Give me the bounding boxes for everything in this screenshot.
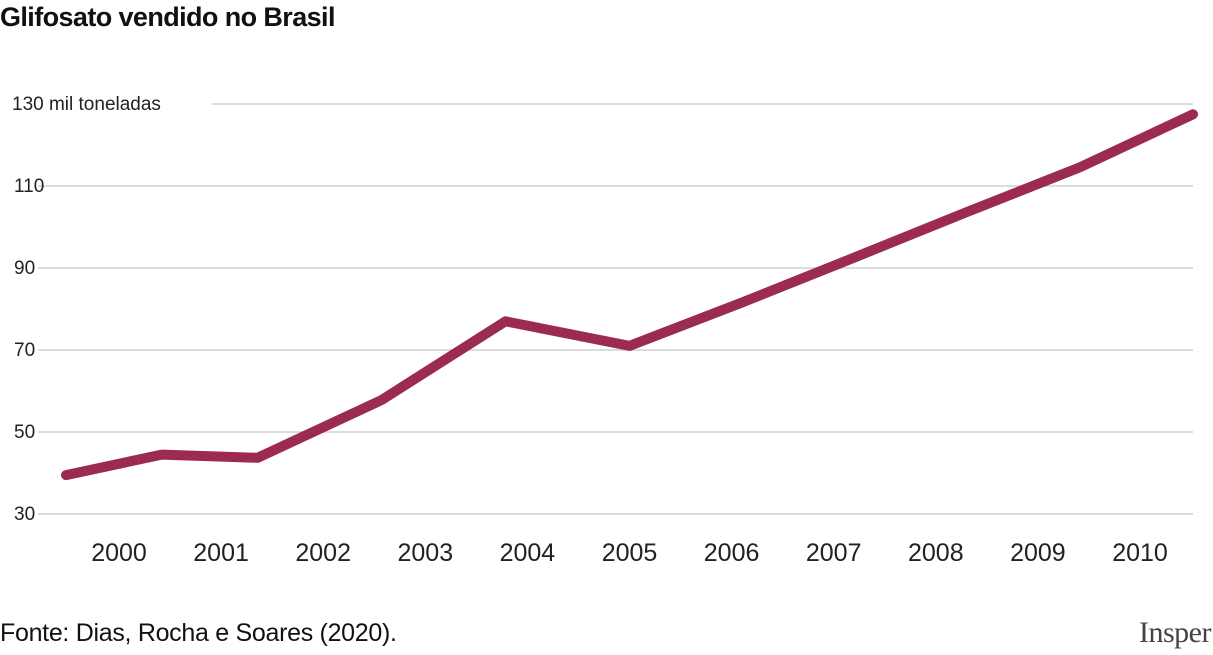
y-tick-label: 50: [14, 422, 35, 443]
x-tick-label: 2003: [397, 539, 453, 567]
x-tick-label: 2001: [193, 539, 249, 567]
y-tick-label: 130 mil toneladas: [12, 94, 161, 115]
x-tick-label: 2008: [908, 539, 964, 567]
x-tick-label: 2009: [1010, 539, 1066, 567]
y-tick-label: 30: [14, 504, 35, 525]
x-tick-label: 2007: [806, 539, 862, 567]
x-tick-label: 2000: [91, 539, 147, 567]
source-note: Fonte: Dias, Rocha e Soares (2020).: [0, 619, 397, 647]
x-tick-label: 2002: [295, 539, 351, 567]
insper-logo: Insper: [1139, 616, 1211, 649]
x-tick-label: 2010: [1112, 539, 1168, 567]
y-axis-ticks: 30 50 70 90 110 130 mil toneladas: [12, 94, 161, 525]
chart-title: Glifosato vendido no Brasil: [0, 2, 335, 32]
y-tick-label: 90: [14, 258, 35, 279]
y-tick-label: 110: [14, 176, 44, 197]
series-line: [61, 109, 1198, 481]
x-tick-label: 2006: [704, 539, 760, 567]
x-tick-label: 2005: [602, 539, 658, 567]
x-tick-label: 2004: [500, 539, 556, 567]
grid-lines: [38, 103, 1193, 515]
x-axis-ticks: 2000 2001 2002 2003 2004 2005 2006 2007 2008 2009…: [91, 539, 1168, 567]
y-tick-label: 70: [14, 340, 35, 361]
